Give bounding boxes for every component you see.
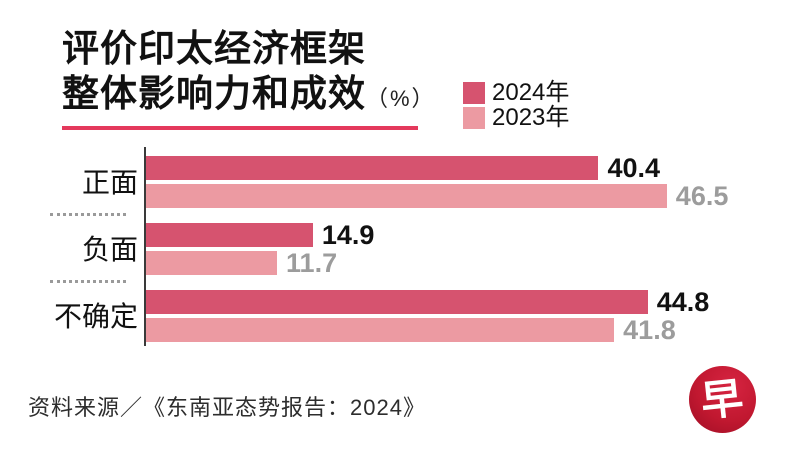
bar-row: 41.8	[146, 315, 796, 345]
category-label-negative: 负面	[81, 234, 138, 265]
chart-title-unit: （%）	[366, 86, 436, 111]
dotted-separator	[50, 213, 126, 216]
bar-row: 11.7	[146, 248, 796, 278]
legend-label-2024: 2024年	[492, 79, 570, 106]
bar-value-2024-positive: 40.4	[607, 152, 661, 183]
bar-2023-positive	[146, 184, 667, 208]
zaobao-logo-character: 早	[699, 373, 746, 425]
bar-2023-negative	[146, 251, 278, 275]
dotted-separator	[50, 280, 126, 283]
bar-value-2023-negative: 11.7	[286, 247, 338, 278]
bar-group-positive: 40.4 46.5	[146, 153, 796, 211]
bar-row: 14.9	[146, 220, 796, 250]
bar-group-uncertain: 44.8 41.8	[146, 287, 796, 345]
legend-swatch-2023	[463, 107, 485, 129]
bar-group-negative: 14.9 11.7	[146, 220, 796, 278]
source-credit: 资料来源／《东南亚态势报告：2024》	[28, 395, 426, 420]
title-underline	[62, 126, 418, 130]
bar-plot-area: 40.4 46.5 14.9 11.7 44.8	[146, 153, 796, 345]
bar-value-2023-uncertain: 41.8	[623, 314, 676, 345]
bar-2023-uncertain	[146, 318, 615, 342]
category-label-positive: 正面	[81, 167, 138, 198]
legend-label-2023: 2023年	[492, 104, 570, 131]
bar-row: 40.4	[146, 153, 796, 183]
bar-2024-negative	[146, 223, 313, 247]
bar-2024-uncertain	[146, 290, 648, 314]
category-label-uncertain: 不确定	[53, 301, 138, 332]
chart-legend: 2024年 2023年	[463, 79, 570, 131]
legend-item-2024: 2024年	[463, 79, 570, 106]
bar-row: 46.5	[146, 181, 796, 211]
legend-item-2023: 2023年	[463, 104, 570, 131]
bar-value-2024-negative: 14.9	[321, 219, 375, 250]
y-axis-line	[144, 147, 146, 346]
legend-swatch-2024	[463, 82, 485, 104]
bar-value-2024-uncertain: 44.8	[656, 286, 710, 317]
zaobao-logo: 早	[689, 366, 756, 433]
chart-title: 评价印太经济框架 整体影响力和成效（%）	[62, 26, 436, 121]
bar-2024-positive	[146, 156, 599, 180]
chart-title-line1: 评价印太经济框架	[62, 28, 366, 69]
bar-row: 44.8	[146, 287, 796, 317]
chart-title-line2: 整体影响力和成效	[62, 73, 366, 114]
bar-value-2023-positive: 46.5	[675, 180, 729, 211]
